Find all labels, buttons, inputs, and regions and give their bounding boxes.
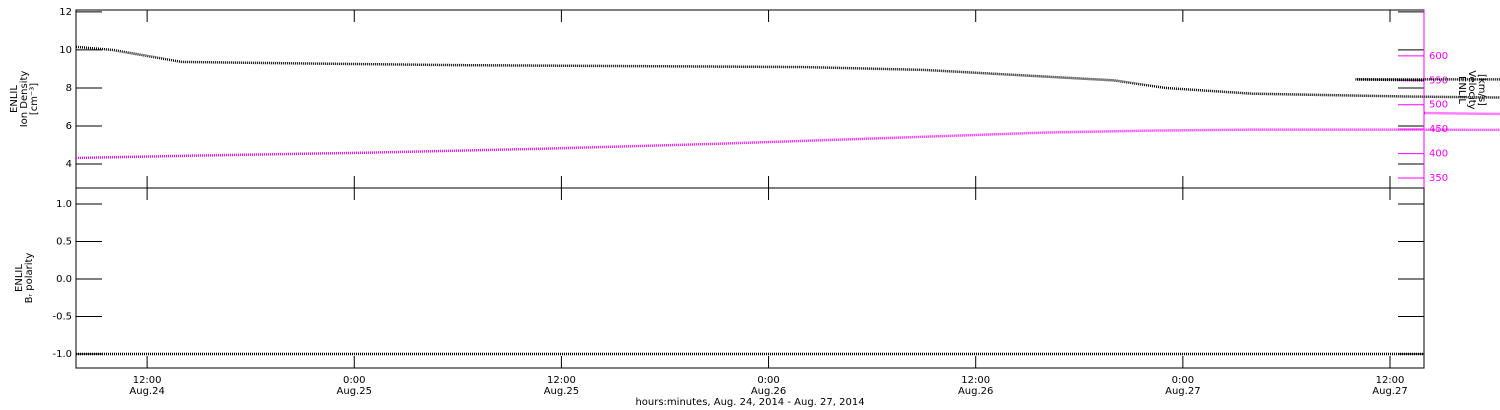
y2-tick-label: 600 (1429, 51, 1448, 62)
y2-tick-label: 550 (1429, 75, 1448, 86)
y-tick-label: 10 (59, 45, 72, 56)
x-tick-label: 12:00 Aug.26 (958, 375, 993, 397)
y2-axis-label: ENLIL (1456, 76, 1467, 104)
y-tick-label: 0.0 (56, 274, 72, 285)
y2-axis-label: Velocity (1466, 70, 1477, 109)
y2-tick-label: 350 (1429, 173, 1448, 184)
y2-tick-label: 500 (1429, 100, 1448, 111)
y-axis-label: Bᵣ polarity (24, 253, 35, 304)
y-tick-label: 1.0 (56, 199, 72, 210)
y-tick-label: 6 (66, 121, 72, 132)
x-tick-label: 0:00 Aug.27 (1165, 375, 1200, 397)
data-line (75, 45, 1500, 99)
y-tick-label: 8 (66, 83, 72, 94)
x-tick-label: 0:00 Aug.26 (751, 375, 786, 397)
plot-frame (75, 187, 1425, 369)
y2-tick-label: 400 (1429, 149, 1448, 160)
x-tick-label: 0:00 Aug.25 (337, 375, 372, 397)
y-axis-label: [cm⁻³] (29, 83, 40, 115)
x-tick-label: 12:00 Aug.25 (544, 375, 579, 397)
y-axis-label: Ion Density (19, 71, 30, 128)
y-tick-label: -0.5 (52, 311, 72, 322)
x-tick-label: 12:00 Aug.24 (129, 375, 164, 397)
y-tick-label: 12 (59, 7, 72, 18)
x-tick-label: 12:00 Aug.27 (1372, 375, 1407, 397)
x-axis-label: hours:minutes, Aug. 24, 2014 - Aug. 27, … (635, 397, 864, 408)
data-line (75, 111, 1500, 160)
y-tick-label: -1.0 (52, 349, 72, 360)
y-axis-label: ENLIL (9, 85, 20, 113)
y-axis-label: ENLIL (14, 264, 25, 292)
y-tick-label: 0.5 (56, 236, 72, 247)
y2-axis-label: [km/s] (1476, 74, 1487, 106)
y-tick-label: 4 (66, 159, 72, 170)
plot-frame (75, 9, 1425, 189)
